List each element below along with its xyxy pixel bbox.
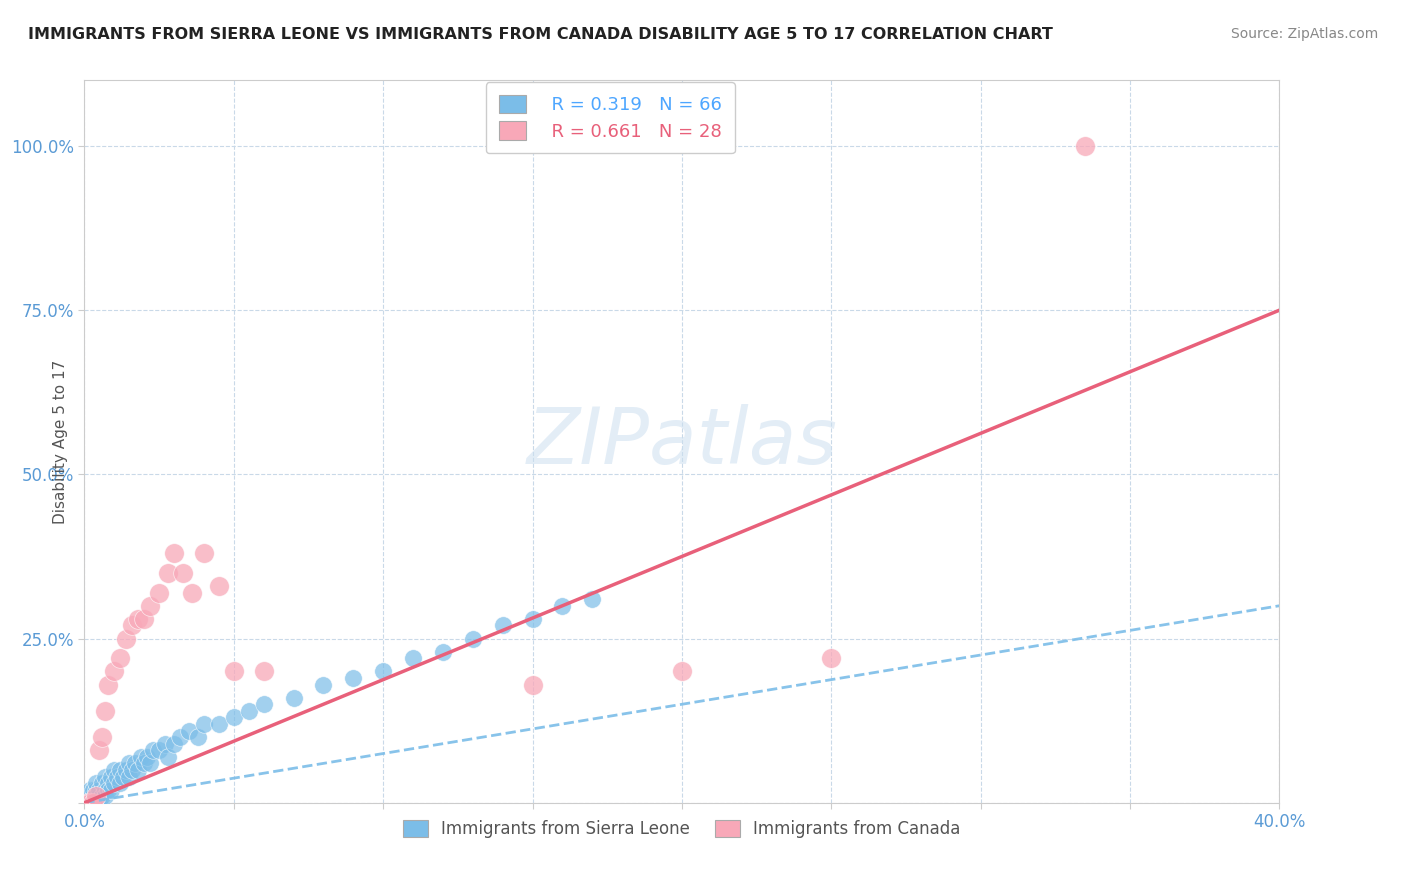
Point: [103, 665, 125, 679]
Point: [492, 618, 515, 632]
Point: [115, 763, 138, 777]
Point: [76, 789, 98, 804]
Point: [163, 546, 186, 560]
Point: [1074, 139, 1097, 153]
Point: [373, 665, 395, 679]
Point: [110, 763, 132, 777]
Point: [79, 782, 101, 797]
Point: [193, 546, 215, 560]
Point: [79, 796, 101, 810]
Point: [157, 566, 180, 580]
Point: [142, 743, 165, 757]
Point: [121, 618, 143, 632]
Point: [253, 665, 276, 679]
Point: [283, 690, 305, 705]
Point: [139, 599, 162, 613]
Point: [79, 796, 101, 810]
Point: [110, 651, 132, 665]
Point: [342, 671, 364, 685]
Point: [76, 796, 98, 810]
Point: [181, 585, 204, 599]
Point: [129, 749, 152, 764]
Point: [124, 756, 146, 771]
Point: [253, 698, 276, 712]
Point: [82, 789, 104, 804]
Point: [115, 632, 138, 646]
Point: [187, 730, 209, 744]
Text: IMMIGRANTS FROM SIERRA LEONE VS IMMIGRANTS FROM CANADA DISABILITY AGE 5 TO 17 CO: IMMIGRANTS FROM SIERRA LEONE VS IMMIGRAN…: [28, 27, 1053, 42]
Point: [97, 677, 120, 691]
Point: [76, 796, 98, 810]
Point: [82, 796, 104, 810]
Point: [75, 796, 97, 810]
Point: [172, 566, 194, 580]
Point: [86, 789, 108, 804]
Point: [91, 789, 114, 804]
Point: [127, 612, 149, 626]
Point: [89, 789, 111, 804]
Point: [148, 585, 170, 599]
Point: [86, 782, 108, 797]
Point: [100, 782, 122, 797]
Point: [94, 782, 117, 797]
Legend: Immigrants from Sierra Leone, Immigrants from Canada: Immigrants from Sierra Leone, Immigrants…: [396, 814, 967, 845]
Point: [76, 796, 98, 810]
Point: [132, 612, 156, 626]
Point: [97, 776, 120, 790]
Point: [461, 632, 484, 646]
Text: ZIPatlas: ZIPatlas: [526, 403, 838, 480]
Point: [208, 579, 231, 593]
Point: [105, 770, 128, 784]
Point: [91, 776, 114, 790]
Point: [97, 782, 120, 797]
Point: [89, 796, 111, 810]
Point: [82, 782, 104, 797]
Point: [671, 665, 693, 679]
Point: [103, 763, 125, 777]
Point: [139, 756, 162, 771]
Point: [522, 677, 544, 691]
Point: [193, 717, 215, 731]
Point: [89, 782, 111, 797]
Point: [79, 796, 101, 810]
Point: [121, 763, 143, 777]
Point: [79, 789, 101, 804]
Point: [402, 651, 425, 665]
Point: [157, 749, 180, 764]
Point: [110, 776, 132, 790]
Point: [89, 743, 111, 757]
Point: [132, 756, 156, 771]
Y-axis label: Disability Age 5 to 17: Disability Age 5 to 17: [52, 359, 67, 524]
Point: [94, 704, 117, 718]
Point: [118, 756, 141, 771]
Point: [581, 592, 603, 607]
Point: [312, 677, 335, 691]
Point: [522, 612, 544, 626]
Text: Source: ZipAtlas.com: Source: ZipAtlas.com: [1230, 27, 1378, 41]
Point: [136, 749, 159, 764]
Point: [91, 730, 114, 744]
Point: [177, 723, 200, 738]
Point: [163, 737, 186, 751]
Point: [222, 665, 245, 679]
Point: [100, 770, 122, 784]
Point: [238, 704, 260, 718]
Point: [153, 737, 176, 751]
Point: [86, 789, 108, 804]
Point: [82, 796, 104, 810]
Point: [222, 710, 245, 724]
Point: [208, 717, 231, 731]
Point: [551, 599, 574, 613]
Point: [118, 770, 141, 784]
Point: [94, 789, 117, 804]
Point: [432, 645, 454, 659]
Point: [94, 770, 117, 784]
Point: [820, 651, 842, 665]
Point: [86, 776, 108, 790]
Point: [127, 763, 149, 777]
Point: [148, 743, 170, 757]
Point: [112, 770, 135, 784]
Point: [103, 776, 125, 790]
Point: [169, 730, 191, 744]
